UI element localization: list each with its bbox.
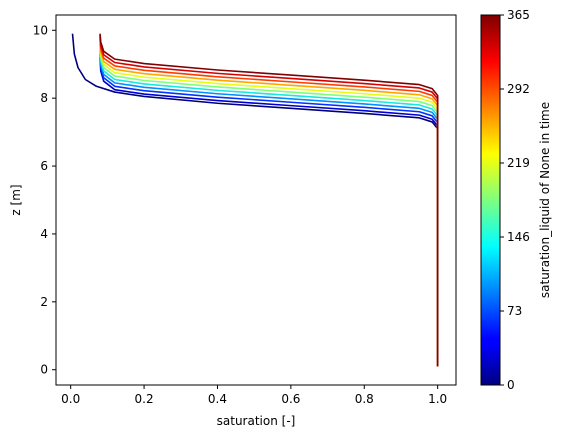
colorbar-tick-label: 365 [507, 8, 530, 22]
series-line-7 [99, 38, 439, 367]
plot-frame [55, 14, 457, 386]
y-tick-label: 10 [33, 23, 48, 37]
x-tick-label: 1.0 [428, 392, 447, 406]
series-line-9 [99, 35, 439, 367]
series-line-1 [99, 57, 439, 367]
x-axis-label: saturation [-] [217, 414, 296, 428]
series-line-6 [99, 40, 439, 367]
y-tick-label: 8 [40, 91, 48, 105]
colorbar-tick-label: 0 [507, 378, 515, 392]
x-tick-label: 0.6 [281, 392, 300, 406]
x-tick-label: 0.4 [208, 392, 227, 406]
x-tick-label: 0.8 [355, 392, 374, 406]
y-axis: 0 2 4 6 8 10 [33, 23, 56, 377]
colorbar [480, 14, 501, 386]
series-line-0 [71, 33, 439, 367]
colorbar-ticks: 0 73 146 219 292 365 [500, 8, 530, 392]
y-tick-label: 4 [40, 227, 48, 241]
series-line-10 [99, 33, 439, 367]
y-tick-label: 6 [40, 159, 48, 173]
colorbar-label: saturation_liquid of None in time [538, 102, 552, 298]
series-line-4 [99, 47, 439, 367]
colorbar-tick-label: 219 [507, 156, 530, 170]
plot-lines [71, 33, 439, 367]
colorbar-tick-label: 73 [507, 304, 522, 318]
x-axis: 0.0 0.2 0.4 0.6 0.8 1.0 [61, 385, 447, 406]
series-line-2 [99, 53, 439, 367]
x-tick-label: 0.2 [135, 392, 154, 406]
y-tick-label: 2 [40, 295, 48, 309]
y-tick-label: 0 [40, 363, 48, 377]
series-line-8 [99, 37, 439, 367]
colorbar-tick-label: 146 [507, 230, 530, 244]
colorbar-tick-label: 292 [507, 82, 530, 96]
x-tick-label: 0.0 [61, 392, 80, 406]
series-line-3 [99, 50, 439, 367]
y-axis-label: z [m] [9, 184, 23, 215]
series-line-5 [99, 43, 439, 367]
